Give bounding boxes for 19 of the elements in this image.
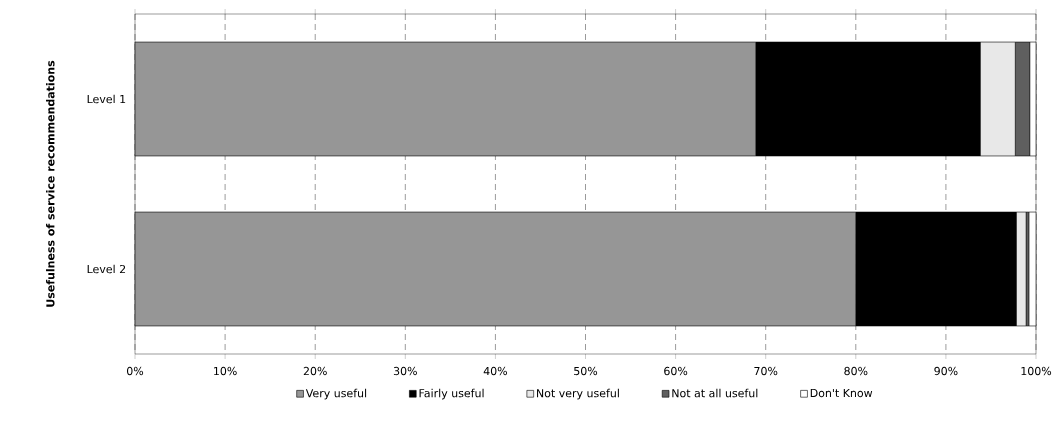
legend-label: Not very useful bbox=[537, 388, 619, 400]
y-tick-label: Level 2 bbox=[87, 264, 126, 274]
legend-label: Fairly useful bbox=[419, 388, 484, 400]
x-tick-label: 30% bbox=[393, 366, 417, 376]
x-tick-label: 100% bbox=[1021, 366, 1052, 376]
legend-label: Don't Know bbox=[810, 388, 873, 398]
x-tick-label: 40% bbox=[483, 366, 508, 376]
x-tick-label: 90% bbox=[934, 366, 958, 376]
x-tick-label: 20% bbox=[303, 366, 327, 376]
x-tick-label: 80% bbox=[844, 366, 868, 376]
x-tick-label: 50% bbox=[574, 366, 598, 376]
legend-label: Very useful bbox=[305, 388, 367, 400]
x-tick-label: 60% bbox=[664, 366, 688, 376]
y-axis-title: Usefulness of service recommendations bbox=[46, 60, 55, 307]
x-tick-label: 10% bbox=[214, 366, 237, 376]
x-tick-label: 70% bbox=[754, 366, 778, 376]
x-tick-label: 0% bbox=[126, 366, 144, 376]
y-tick-label: Level 1 bbox=[87, 94, 126, 104]
legend-label: Not at all useful bbox=[672, 388, 758, 398]
